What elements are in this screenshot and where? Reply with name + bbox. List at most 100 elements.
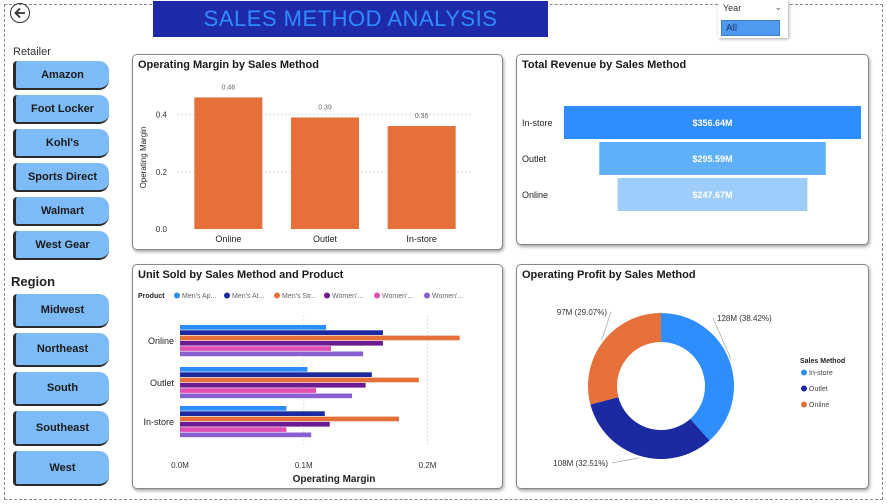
region-button-label: West xyxy=(49,461,76,474)
retailer-slicer-title: Retailer xyxy=(13,46,51,58)
legend-marker xyxy=(424,292,430,299)
total-revenue-title: Total Revenue by Sales Method xyxy=(522,59,687,71)
bar xyxy=(180,406,287,411)
region-button-southeast[interactable]: Southeast xyxy=(13,411,109,446)
chevron-down-icon[interactable]: ⌄ xyxy=(774,2,782,12)
funnel-value-label: $356.64M xyxy=(692,118,732,128)
retailer-button-foot-locker[interactable]: Foot Locker xyxy=(13,95,109,124)
unit-sold-card: Unit Sold by Sales Method and Product Pr… xyxy=(132,264,503,489)
x-tick-label: Outlet xyxy=(313,234,338,244)
page-title-banner: SALES METHOD ANALYSIS xyxy=(153,1,548,37)
leader-line xyxy=(601,311,612,341)
donut-slice xyxy=(588,313,661,405)
unit-sold-title: Unit Sold by Sales Method and Product xyxy=(138,269,344,281)
legend-marker xyxy=(224,292,230,299)
slice-data-label: 128M (38.42%) xyxy=(717,314,772,323)
legend-label: Online xyxy=(809,402,829,409)
year-dropdown[interactable]: All ⌵ xyxy=(721,20,780,36)
bar xyxy=(180,377,419,383)
region-button-label: Northeast xyxy=(36,343,89,355)
bar xyxy=(180,367,308,372)
region-button-west[interactable]: West xyxy=(13,451,109,486)
funnel-value-label: $295.59M xyxy=(692,154,732,164)
legend-label: Women'... xyxy=(332,293,363,300)
slice-data-label: 97M (29.07%) xyxy=(557,308,608,317)
y-tick-label: In-store xyxy=(143,417,174,427)
bar xyxy=(180,411,325,416)
bar xyxy=(180,351,364,357)
legend-label: Men's At... xyxy=(232,293,265,300)
retailer-button-kohls[interactable]: Kohl's xyxy=(13,129,109,158)
leader-line xyxy=(611,457,640,464)
funnel-category-label: In-store xyxy=(522,118,553,128)
y-tick-label: 0.0 xyxy=(156,225,168,234)
funnel-value-label: $247.67M xyxy=(692,190,732,200)
legend-label: Women'... xyxy=(432,293,463,300)
bar xyxy=(180,432,312,438)
retailer-button-label: West Gear xyxy=(35,238,90,251)
legend-title: Product xyxy=(138,293,165,300)
retailer-button-label: Kohl's xyxy=(45,136,80,149)
region-button-midwest[interactable]: Midwest xyxy=(13,294,109,328)
bar xyxy=(387,126,456,229)
operating-profit-card: Operating Profit by Sales Method 128M (3… xyxy=(516,264,869,489)
region-slicer-title: Region xyxy=(11,274,56,289)
funnel-category-label: Outlet xyxy=(522,154,547,164)
operating-margin-title: Operating Margin by Sales Method xyxy=(138,59,319,71)
legend-marker xyxy=(801,369,807,376)
year-slicer-label: Year xyxy=(723,3,742,13)
y-tick-label: Online xyxy=(148,336,174,346)
x-tick-label: In-store xyxy=(406,234,437,244)
unit-sold-chart: Product Men's Ap... Men's At... Men's Str..… xyxy=(138,292,463,485)
operating-margin-card: Operating Margin by Sales Method 0.0 0.2 0… xyxy=(132,54,503,250)
x-tick-label: 0.2M xyxy=(419,461,437,470)
arrow-left-icon xyxy=(14,7,25,19)
legend-marker xyxy=(374,292,380,299)
x-tick-label: 0.1M xyxy=(295,461,313,470)
x-tick-label: Online xyxy=(215,234,241,244)
bar xyxy=(291,117,359,229)
funnel-category-label: Online xyxy=(522,190,548,200)
slice-data-label: 108M (32.51%) xyxy=(553,459,608,468)
retailer-button-walmart[interactable]: Walmart xyxy=(13,197,109,226)
retailer-button-label: Foot Locker xyxy=(31,102,94,115)
retailer-button-west-gear[interactable]: West Gear xyxy=(13,231,109,260)
legend-label: Men's Str... xyxy=(282,293,317,300)
legend-marker xyxy=(274,292,280,299)
bar xyxy=(180,340,383,346)
x-axis-label: Operating Margin xyxy=(293,474,376,485)
retailer-button-label: Sports Direct xyxy=(27,170,98,183)
y-tick-label: 0.4 xyxy=(156,111,168,120)
bar xyxy=(180,421,330,427)
region-button-south[interactable]: South xyxy=(13,372,109,406)
bar xyxy=(180,382,366,388)
legend-title: Sales Method xyxy=(800,358,845,365)
legend-marker xyxy=(324,292,330,299)
retailer-button-sports-direct[interactable]: Sports Direct xyxy=(13,163,109,192)
total-revenue-chart: $356.64M In-store $295.59M Outlet $247.67M On… xyxy=(522,106,861,211)
legend-label: Women'... xyxy=(382,293,413,300)
y-tick-label: 0.2 xyxy=(156,168,168,177)
legend-label: In-store xyxy=(809,370,833,377)
bar xyxy=(180,388,317,393)
retailer-button-amazon[interactable]: Amazon xyxy=(13,61,109,90)
donut-slice xyxy=(661,313,734,441)
legend-label: Men's Ap... xyxy=(182,293,216,300)
region-button-label: Midwest xyxy=(40,304,85,316)
y-tick-label: Outlet xyxy=(150,378,175,388)
bar xyxy=(180,393,353,399)
region-button-northeast[interactable]: Northeast xyxy=(13,333,109,367)
legend-marker xyxy=(801,401,807,408)
funnel-bar xyxy=(599,142,826,175)
region-button-label: Southeast xyxy=(35,421,90,434)
back-button[interactable] xyxy=(10,3,30,23)
bar xyxy=(180,427,287,432)
legend-marker xyxy=(801,385,807,392)
bar xyxy=(180,325,327,330)
leader-line xyxy=(712,317,732,360)
data-label: 0.46 xyxy=(222,84,236,91)
y-axis-label: Operating Margin xyxy=(139,127,148,189)
retailer-button-label: Amazon xyxy=(41,68,84,81)
bar xyxy=(194,97,263,229)
region-button-label: South xyxy=(46,382,79,394)
